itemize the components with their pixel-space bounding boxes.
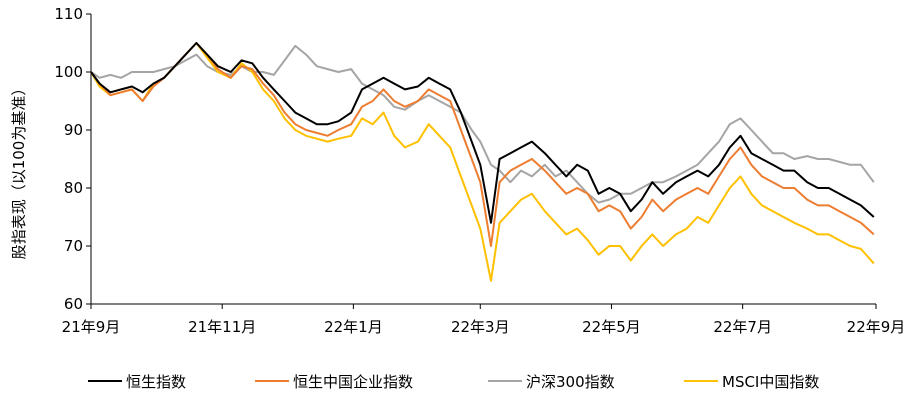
series-line-3	[90, 42, 875, 282]
y-axis-label: 股指表现（以100为基准）	[10, 81, 28, 260]
x-tick-label: 22年9月	[847, 318, 906, 336]
y-tick-label: 80	[64, 179, 83, 197]
legend-label-3: MSCI中国指数	[722, 373, 819, 391]
series-line-1	[90, 42, 875, 247]
x-tick-label: 21年9月	[62, 318, 121, 336]
y-tick-label: 90	[64, 121, 83, 139]
x-tick-label: 22年5月	[582, 318, 641, 336]
legend-label-0: 恒生指数	[126, 373, 186, 391]
series-line-0	[90, 42, 875, 224]
y-tick-label: 70	[64, 237, 83, 255]
legend: 恒生指数 恒生中国企业指数 沪深300指数 MSCI中国指数	[88, 373, 819, 391]
x-tick-label: 22年7月	[713, 318, 772, 336]
legend-label-1: 恒生中国企业指数	[293, 373, 413, 391]
axes: 60 70 80 90 100 110 21年9月 21年11月 22年1月 22年3月 22年5月…	[54, 5, 905, 336]
x-tick-label: 22年3月	[451, 318, 510, 336]
y-tick-label: 60	[64, 295, 83, 313]
legend-label-2: 沪深300指数	[526, 373, 615, 391]
y-tick-label: 100	[54, 63, 83, 81]
y-tick-label: 110	[54, 5, 83, 23]
plot-area	[90, 42, 875, 282]
x-tick-label: 22年1月	[324, 318, 383, 336]
x-tick-label: 21年11月	[188, 318, 256, 336]
